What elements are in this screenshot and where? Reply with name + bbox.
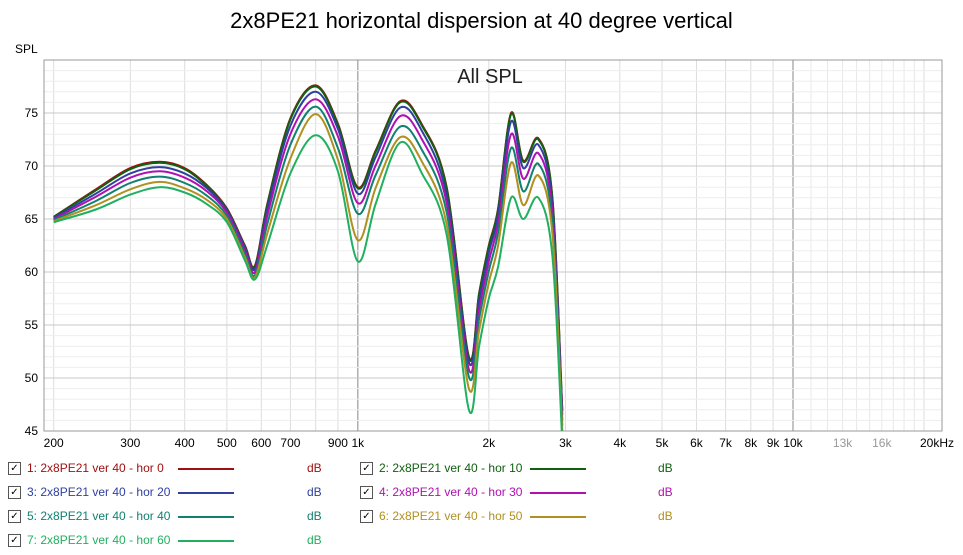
checkbox-icon[interactable]: ✓	[8, 533, 21, 547]
series-line	[53, 90, 564, 416]
x-tick-label: 2k	[482, 436, 496, 450]
y-tick-label: 65	[25, 212, 39, 226]
x-tick-labels: 200 300 400 500 600 700 900 1k 2k 3k 4k 5k 6k 7k 8k 9k 1…	[44, 436, 954, 450]
x-tick-label: 600	[251, 436, 271, 450]
x-tick-label: 10k	[783, 436, 803, 450]
x-tick-label: 300	[120, 436, 140, 450]
checkbox-icon[interactable]: ✓	[8, 461, 21, 475]
legend-line-swatch	[178, 492, 234, 494]
x-tick-label: 400	[175, 436, 195, 450]
y-tick-label: 55	[25, 318, 39, 332]
y-tick-label: 70	[25, 159, 39, 173]
y-tick-label: 45	[25, 424, 39, 438]
legend-series-name: 4: 2x8PE21 ver 40 - hor 30	[379, 485, 523, 499]
chart-svg: 45 50 55 60 65 70 75 200 300 400 500 600 700 900 1k 2k…	[15, 42, 954, 450]
legend-item[interactable]: ✓ 4: 2x8PE21 ver 40 - hor 30	[360, 482, 522, 502]
legend-unit: dB	[658, 461, 673, 475]
legend-unit: dB	[658, 509, 673, 523]
plot-border	[43, 59, 943, 432]
inner-chart-title: All SPL	[457, 66, 523, 88]
x-tick-label: 700	[280, 436, 300, 450]
x-tick-label: 3k	[559, 436, 573, 450]
checkbox-icon[interactable]: ✓	[360, 461, 373, 475]
x-tick-label: 7k	[719, 436, 733, 450]
legend-line-swatch	[530, 468, 586, 470]
series-lines	[53, 84, 564, 431]
legend-line-swatch	[178, 516, 234, 518]
y-tick-label: 60	[25, 265, 39, 279]
series-line	[53, 105, 564, 426]
x-tick-label: 20kHz	[920, 436, 954, 450]
legend-series-name: 1: 2x8PE21 ver 40 - hor 0	[27, 461, 164, 475]
legend-unit: dB	[307, 533, 322, 547]
legend-item[interactable]: ✓ 5: 2x8PE21 ver 40 - hor 40	[8, 506, 170, 526]
legend-unit: dB	[307, 485, 322, 499]
series-line	[53, 113, 564, 431]
legend-item[interactable]: ✓ 3: 2x8PE21 ver 40 - hor 20	[8, 482, 170, 502]
x-tick-label: 1k	[352, 436, 366, 450]
legend-item[interactable]: ✓ 6: 2x8PE21 ver 40 - hor 50	[360, 506, 522, 526]
legend-unit: dB	[307, 509, 322, 523]
x-tick-label: 8k	[744, 436, 758, 450]
legend-series-name: 5: 2x8PE21 ver 40 - hor 40	[27, 509, 171, 523]
legend-line-swatch	[178, 468, 234, 470]
y-tick-label: 75	[25, 106, 39, 120]
legend-line-swatch	[530, 492, 586, 494]
x-tick-label: 16k	[872, 436, 892, 450]
legend-item[interactable]: ✓ 1: 2x8PE21 ver 40 - hor 0	[8, 458, 164, 478]
x-tick-label: 6k	[690, 436, 704, 450]
legend-series-name: 6: 2x8PE21 ver 40 - hor 50	[379, 509, 523, 523]
checkbox-icon[interactable]: ✓	[8, 509, 21, 523]
y-tick-label: 50	[25, 371, 39, 385]
chart-title: 2x8PE21 horizontal dispersion at 40 degr…	[230, 8, 733, 33]
x-tick-label: 500	[217, 436, 237, 450]
legend-series-name: 2: 2x8PE21 ver 40 - hor 10	[379, 461, 523, 475]
series-line	[53, 98, 564, 421]
plot-frame	[43, 59, 943, 432]
x-tick-label: 5k	[656, 436, 670, 450]
x-tick-label: 200	[44, 436, 64, 450]
y-axis-label: SPL	[15, 42, 38, 56]
x-tick-label: 4k	[613, 436, 627, 450]
legend: ✓ 1: 2x8PE21 ver 40 - hor 0 dB ✓ 2: 2x8PE21 …	[0, 455, 963, 555]
checkbox-icon[interactable]: ✓	[8, 485, 21, 499]
series-line	[53, 134, 563, 431]
legend-line-swatch	[178, 540, 234, 542]
x-tick-label: 13k	[833, 436, 853, 450]
y-tick-labels: 45 50 55 60 65 70 75	[25, 106, 39, 438]
series-line	[53, 85, 564, 411]
legend-unit: dB	[658, 485, 673, 499]
legend-line-swatch	[530, 516, 586, 518]
checkbox-icon[interactable]: ✓	[360, 509, 373, 523]
x-tick-label: 9k	[767, 436, 781, 450]
legend-series-name: 3: 2x8PE21 ver 40 - hor 20	[27, 485, 171, 499]
legend-item[interactable]: ✓ 2: 2x8PE21 ver 40 - hor 10	[360, 458, 522, 478]
legend-series-name: 7: 2x8PE21 ver 40 - hor 60	[27, 533, 171, 547]
x-tick-label: 900	[328, 436, 348, 450]
legend-item[interactable]: ✓ 7: 2x8PE21 ver 40 - hor 60	[8, 530, 170, 550]
legend-unit: dB	[307, 461, 322, 475]
checkbox-icon[interactable]: ✓	[360, 485, 373, 499]
